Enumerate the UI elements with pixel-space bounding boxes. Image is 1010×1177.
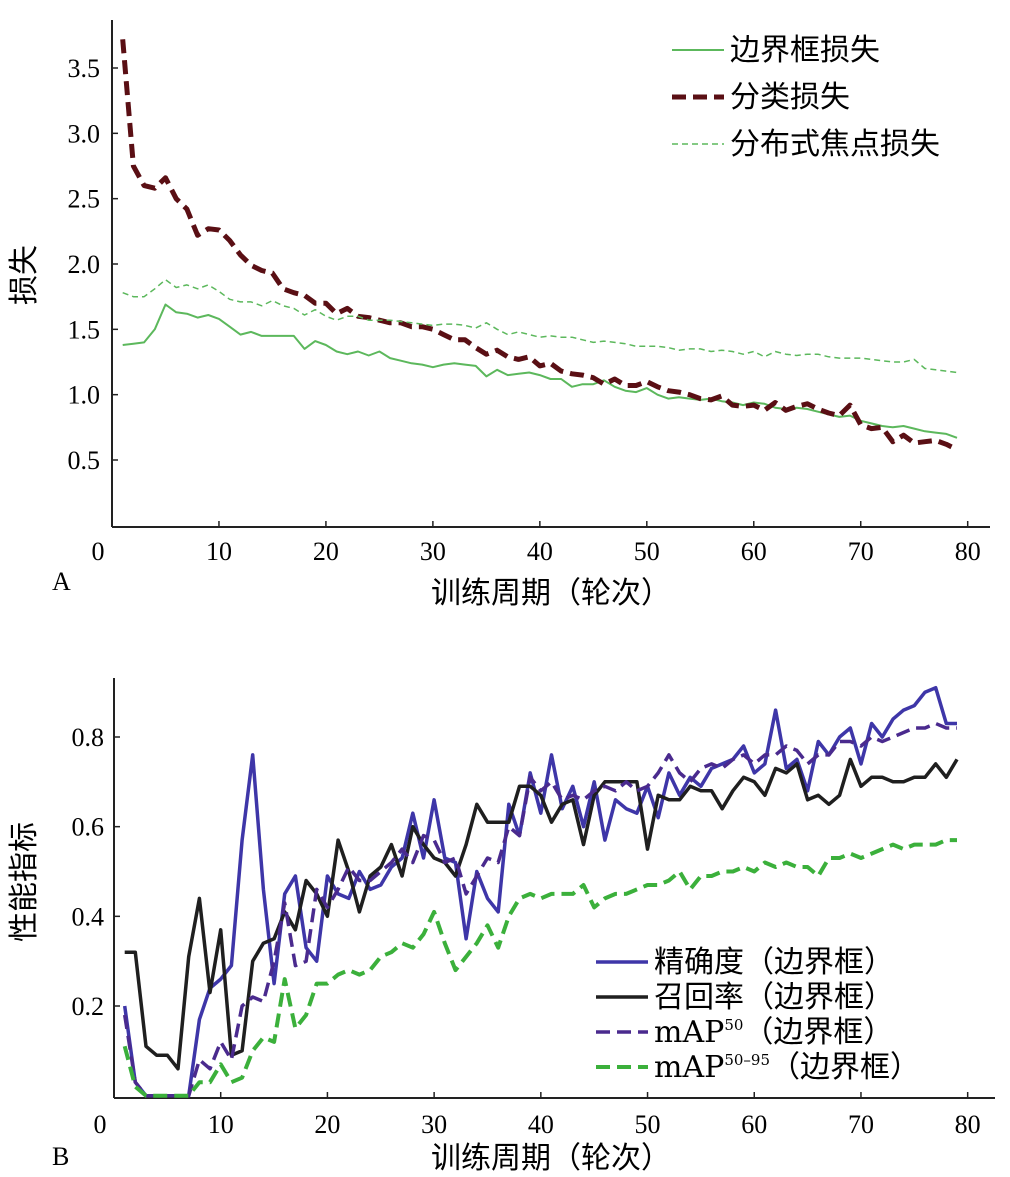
legend-label: 分类损失: [730, 80, 850, 115]
y-tick-label: 0.2: [72, 992, 105, 1021]
x-tick-label: 50: [634, 537, 660, 566]
x-tick-label: 10: [206, 537, 232, 566]
y-tick-label: 0.4: [72, 902, 105, 931]
x-tick-label: 70: [848, 1110, 874, 1139]
series-line-1: [124, 757, 959, 1071]
x-tick-label: 0: [92, 537, 105, 566]
x-tick-label: 60: [741, 537, 767, 566]
y-axis-label: 损失: [7, 245, 42, 305]
legend-label: 精确度（边界框）: [654, 945, 894, 980]
legend-label: 分布式焦点损失: [730, 127, 940, 162]
x-tick-label: 0: [94, 1110, 107, 1139]
y-tick-label: 3.5: [68, 54, 101, 83]
legend-label: 召回率（边界框）: [654, 980, 894, 1015]
legend-label: mAP50–95（边界框）: [654, 1050, 920, 1085]
y-tick-label: 3.0: [68, 119, 101, 148]
x-tick-label: 40: [528, 1110, 554, 1139]
x-tick-label: 20: [314, 1110, 340, 1139]
panel-label: B: [52, 1142, 69, 1171]
x-axis-label: 训练周期（轮次）: [431, 576, 671, 611]
series-line-1: [120, 39, 959, 452]
y-tick-label: 2.0: [68, 250, 101, 279]
series-line-0: [122, 685, 957, 1098]
x-tick-label: 40: [527, 537, 553, 566]
legend-label: 边界框损失: [730, 33, 880, 68]
y-tick-label: 0.6: [72, 813, 105, 842]
x-tick-label: 80: [955, 537, 981, 566]
y-tick-label: 0.5: [68, 446, 101, 475]
y-tick-label: 1.5: [68, 315, 101, 344]
x-axis-label: 训练周期（轮次）: [431, 1141, 671, 1176]
series-line-0: [122, 303, 958, 439]
panel-label: A: [52, 567, 71, 596]
x-tick-label: 70: [848, 537, 874, 566]
x-tick-label: 20: [313, 537, 339, 566]
x-tick-label: 30: [421, 1110, 447, 1139]
chart-panel-A: 0 10 20 30 40 50 60 70 80 0.5 1.0 1.5 2.0 2.5 3.0 3.5 损失…: [7, 20, 990, 611]
y-axis-label: 性能指标: [7, 822, 42, 942]
y-tick-label: 1.0: [68, 381, 101, 410]
series-line-2: [122, 721, 957, 1098]
legend-label: mAP50（边界框）: [654, 1015, 893, 1050]
x-tick-label: 50: [635, 1110, 661, 1139]
x-tick-label: 10: [208, 1110, 234, 1139]
x-tick-label: 30: [420, 537, 446, 566]
x-tick-label: 60: [741, 1110, 767, 1139]
chart-panel-B: 0 10 20 30 40 50 60 70 80 0.2 0.4 0.6 0.8 性能指标训练周期（轮次…: [7, 678, 995, 1176]
y-tick-label: 2.5: [68, 185, 101, 214]
y-tick-label: 0.8: [72, 723, 105, 752]
series-line-2: [122, 278, 958, 374]
x-tick-label: 80: [955, 1110, 981, 1139]
